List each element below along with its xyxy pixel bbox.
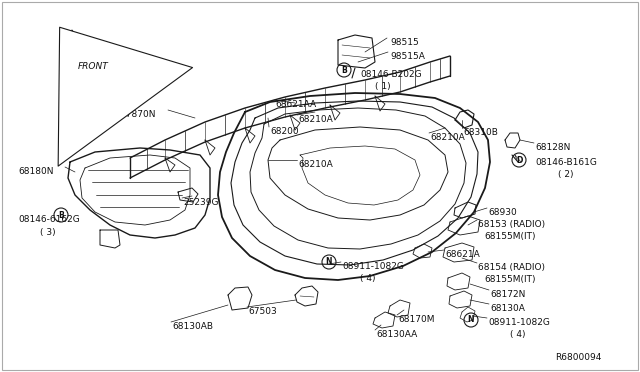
Text: 68130AB: 68130AB xyxy=(172,322,213,331)
Text: 68155M(IT): 68155M(IT) xyxy=(484,275,536,284)
Text: N: N xyxy=(468,315,474,324)
Text: ( 4): ( 4) xyxy=(510,330,525,339)
Text: FRONT: FRONT xyxy=(85,60,118,70)
Text: 25239G: 25239G xyxy=(183,198,218,207)
Text: 08146-B161G: 08146-B161G xyxy=(535,158,597,167)
Text: ( 4): ( 4) xyxy=(360,274,376,283)
Text: 68210A: 68210A xyxy=(298,115,333,124)
Text: 68130AA: 68130AA xyxy=(376,330,417,339)
Text: ( 3): ( 3) xyxy=(40,228,56,237)
Text: 98515: 98515 xyxy=(390,38,419,47)
Text: 68128N: 68128N xyxy=(535,143,570,152)
Text: 68930: 68930 xyxy=(488,208,516,217)
Text: 68153 (RADIO): 68153 (RADIO) xyxy=(478,220,545,229)
Text: D: D xyxy=(516,155,522,164)
Text: 08146-B202G: 08146-B202G xyxy=(360,70,422,79)
Text: B: B xyxy=(58,211,64,219)
Text: 68310B: 68310B xyxy=(463,128,498,137)
Text: 68210A: 68210A xyxy=(430,133,465,142)
Text: 68155M(IT): 68155M(IT) xyxy=(484,232,536,241)
Text: 68172N: 68172N xyxy=(490,290,525,299)
Text: 68210A: 68210A xyxy=(298,160,333,169)
Text: 98515A: 98515A xyxy=(390,52,425,61)
Text: ( 1): ( 1) xyxy=(375,82,390,91)
Text: 67870N: 67870N xyxy=(120,110,156,119)
Text: N: N xyxy=(326,257,332,266)
Text: 08146-6162G: 08146-6162G xyxy=(18,215,80,224)
Text: 67503: 67503 xyxy=(248,307,276,316)
Text: 68621AA: 68621AA xyxy=(275,100,316,109)
Text: ( 2): ( 2) xyxy=(558,170,573,179)
Text: B: B xyxy=(341,65,347,74)
Text: 68154 (RADIO): 68154 (RADIO) xyxy=(478,263,545,272)
Text: 68170M: 68170M xyxy=(398,315,435,324)
Text: FRONT: FRONT xyxy=(78,62,109,71)
Text: 08911-1082G: 08911-1082G xyxy=(488,318,550,327)
Text: 68130A: 68130A xyxy=(490,304,525,313)
Text: 68180N: 68180N xyxy=(18,167,54,176)
Polygon shape xyxy=(60,30,82,58)
Text: R6800094: R6800094 xyxy=(555,353,602,362)
Text: 68200: 68200 xyxy=(270,127,299,136)
Text: 08911-1082G: 08911-1082G xyxy=(342,262,404,271)
Text: 68621A: 68621A xyxy=(445,250,480,259)
